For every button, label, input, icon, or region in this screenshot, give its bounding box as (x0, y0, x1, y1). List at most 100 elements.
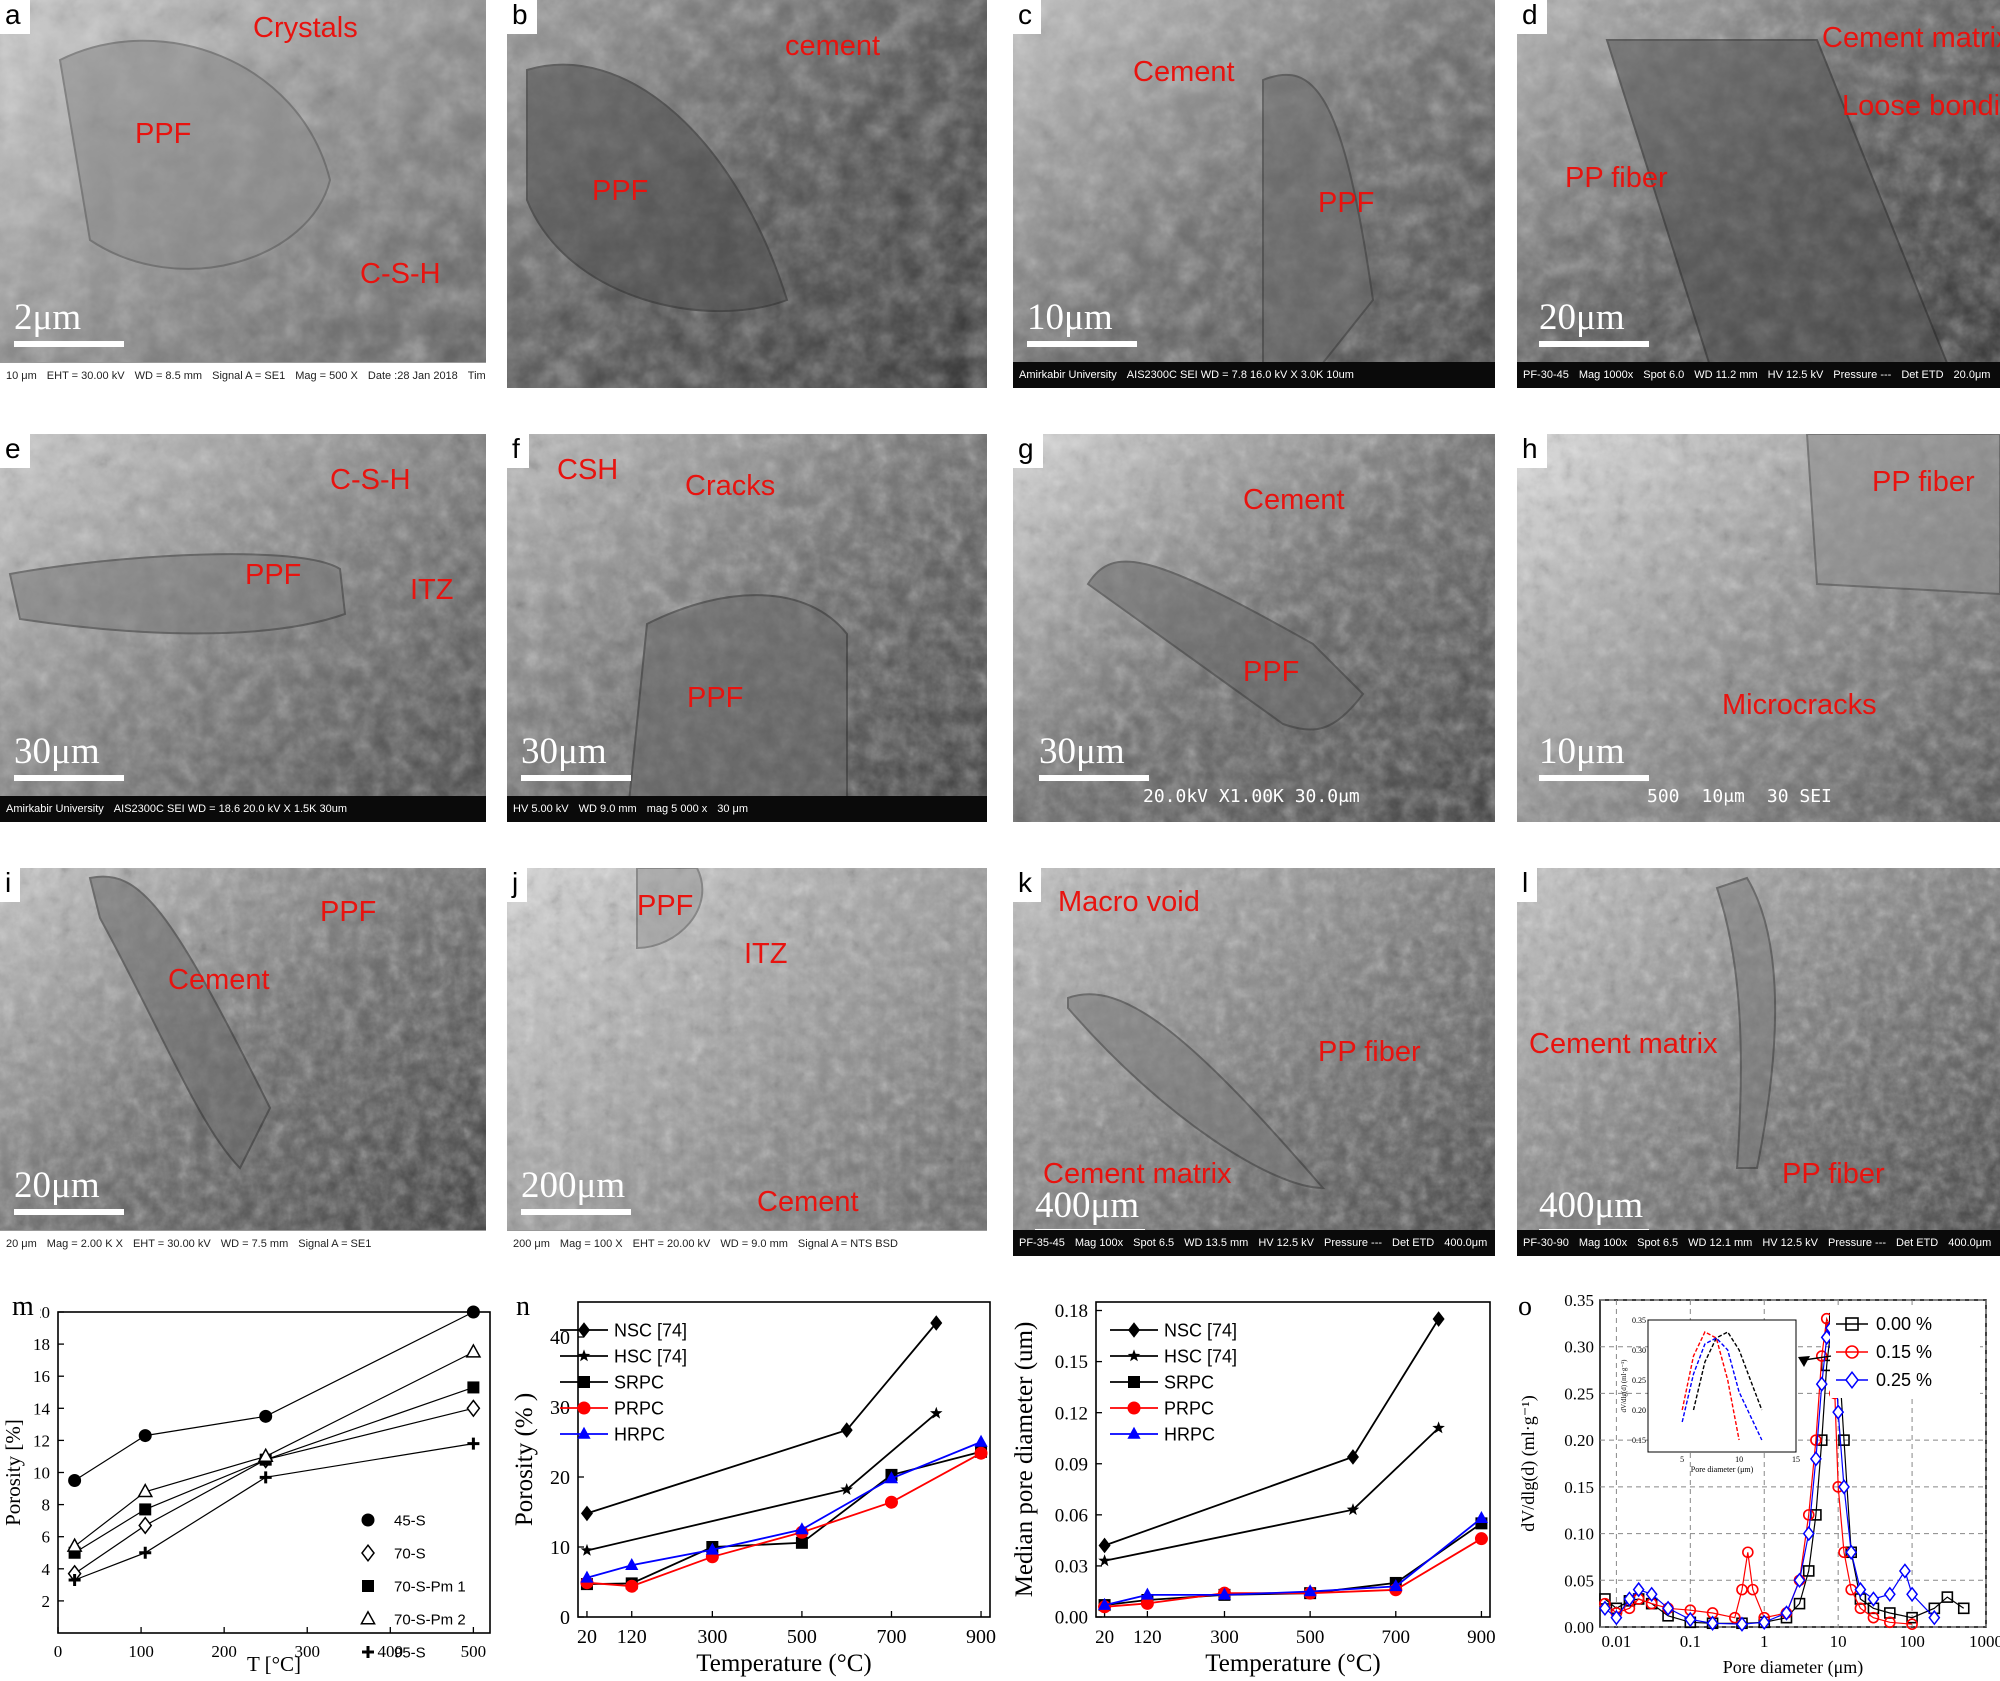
data-point (1346, 1449, 1359, 1465)
annotation-k-0: Macro void (1058, 886, 1200, 918)
scale-bar-g (1039, 775, 1149, 781)
sem-panel-d: d Cement matrix Loose bonding PP fiber 20μm P… (1517, 0, 2000, 388)
databar-field: Spot 6.5 (1133, 1237, 1175, 1249)
chart-n-pore-diameter: 20 120 300 500 700 900 0.00 0.03 0.06 0.09 0.12 0.1… (1010, 1288, 1500, 1681)
y-tick-label: 0.00 (1564, 1618, 1594, 1637)
databar-field: HV 12.5 kV (1762, 1237, 1818, 1249)
sem-micrograph-d (1517, 0, 2000, 388)
data-point (1883, 1586, 1896, 1603)
x-tick-label: 400 (378, 1642, 404, 1661)
databar-field: WD = 7.5 mm (220, 1237, 289, 1250)
overlay-field: 30 SEI (1766, 786, 1832, 807)
data-point (1432, 1421, 1445, 1434)
x-tick-label: 500 (1296, 1627, 1325, 1648)
annotation-l-1: PP fiber (1782, 1158, 1885, 1190)
scale-bar-j (521, 1209, 631, 1215)
legend-label: 0.00 % (1876, 1314, 1932, 1334)
data-point (1838, 1479, 1850, 1495)
x-tick-label: 300 (1210, 1627, 1239, 1648)
data-point (1736, 1616, 1748, 1632)
sem-micrograph-c (1013, 0, 1495, 388)
legend: NSC [74] HSC [74] SRPC PRPC HRPC (1110, 1320, 1237, 1444)
databar-field: 20 μm (6, 1237, 37, 1250)
series-HRPC (580, 1434, 988, 1583)
series-line (1104, 1318, 1440, 1547)
data-point (1838, 1434, 1850, 1446)
panel-label-k: k (1013, 868, 1041, 902)
sem-panel-f: f CSH Cracks PPF 30μm HV 5.00 kV WD 9.0 mm mag … (507, 434, 987, 822)
plot-frame (577, 1301, 991, 1618)
legend-marker (1128, 1322, 1140, 1338)
legend-label: 70-S-Pm 1 (394, 1578, 466, 1595)
series-line (74, 1407, 474, 1575)
databar-field: Det ETD (1896, 1237, 1939, 1249)
databar-field: WD = 9.0 mm (720, 1237, 788, 1250)
scale-bar-e (14, 775, 124, 781)
data-point (257, 1447, 274, 1462)
data-point (465, 1343, 482, 1358)
legend-marker (1845, 1317, 1859, 1331)
data-point (1802, 1525, 1815, 1542)
scale-label-c: 10μm (1027, 297, 1113, 338)
legend: 0.00 % 0.15 % 0.25 % (1830, 1308, 1980, 1398)
chart-o: 0.01 0.1 1 10 100 1000 0.00 0.05 0.10 0.15 0.20 0.2… (1512, 1288, 2000, 1681)
inset-series-line (1692, 1331, 1763, 1411)
x-tick-label: 120 (617, 1626, 647, 1648)
sem-micrograph-a (0, 0, 486, 388)
sem-panel-b: b cement PPF (507, 0, 987, 388)
databar-field: Time :14:29:37 (467, 369, 486, 382)
x-tick-label: 100 (128, 1642, 154, 1661)
legend-marker (361, 1513, 375, 1527)
annotation-h-0: PP fiber (1872, 466, 1975, 498)
overlay-field: 20.0kV X1.00K 30.0μm (1143, 786, 1360, 807)
legend-marker (577, 1349, 591, 1362)
scale-label-g: 30μm (1039, 731, 1125, 772)
data-point (68, 1474, 82, 1488)
scale-bar-c (1027, 341, 1137, 347)
data-point (1742, 1546, 1754, 1559)
data-point (1780, 1605, 1793, 1621)
data-point (840, 1422, 853, 1438)
legend-label: HRPC (614, 1424, 665, 1444)
legend: NSC [74] HSC [74] SRPC PRPC HRPC (560, 1320, 687, 1444)
data-point (884, 1471, 899, 1484)
x-axis-label: Pore diameter (μm) (1723, 1657, 1864, 1678)
databar-field: EHT = 20.00 kV (632, 1237, 711, 1250)
x-tick-label: 20 (1095, 1627, 1114, 1648)
y-tick-label: 12 (33, 1431, 50, 1450)
annotation-c-1: PPF (1318, 187, 1375, 219)
data-point (1898, 1563, 1911, 1579)
databar-field: Mag 100x (1074, 1237, 1124, 1249)
inset-y-tick: 0.35 (1632, 1316, 1646, 1325)
data-point (1815, 1434, 1828, 1446)
inset-arrowhead (1798, 1356, 1810, 1367)
series-70-S-Pm 1 (68, 1381, 480, 1559)
sem-panel-j: j PPF ITZ Cement 200μm 200 μm Mag = 100 X EHT =… (507, 868, 987, 1256)
inset-x-tick: 10 (1735, 1455, 1743, 1464)
databar-field: EHT = 30.00 kV (132, 1237, 211, 1250)
x-tick-label: 300 (697, 1626, 727, 1648)
data-point (68, 1574, 81, 1587)
inset-x-tick: 15 (1792, 1455, 1800, 1464)
y-tick-label: 0 (560, 1607, 570, 1629)
chart-n-porosity: 20 120 300 500 700 900 0 10 20 30 40 Temperature (°… (510, 1288, 1000, 1681)
panel-label-e: e (0, 434, 30, 468)
data-point (467, 1381, 480, 1394)
data-point (1906, 1611, 1918, 1624)
data-point (1098, 1554, 1111, 1567)
sem-panel-h: h PP fiber Microcracks 10μm 500 10μm 30 SEI (1517, 434, 2000, 822)
y-tick-label: 2 (42, 1592, 51, 1611)
legend-label: 0.15 % (1876, 1342, 1932, 1362)
x-tick-label: 120 (1133, 1627, 1162, 1648)
sem-overlay-g: 20.0kV X1.00K 30.0μm (1143, 786, 1360, 807)
legend-label: 70-S-Pm 2 (394, 1611, 466, 1628)
annotation-l-0: Cement matrix (1529, 1028, 1718, 1060)
legend-label: 95-S (394, 1644, 426, 1661)
databar-field: AIS2300C SEI WD = 18.6 20.0 kV X 1.5K 30… (113, 803, 348, 815)
y-tick-label: 6 (42, 1528, 51, 1547)
databar-field: PF-35-45 (1019, 1237, 1065, 1249)
databar-field: Spot 6.5 (1637, 1237, 1679, 1249)
series-NSC [74] (580, 1315, 943, 1522)
data-point (1645, 1586, 1658, 1603)
sem-panel-i: i PPF Cement 20μm 20 μm Mag = 2.00 K X EHT = 3… (0, 868, 486, 1256)
